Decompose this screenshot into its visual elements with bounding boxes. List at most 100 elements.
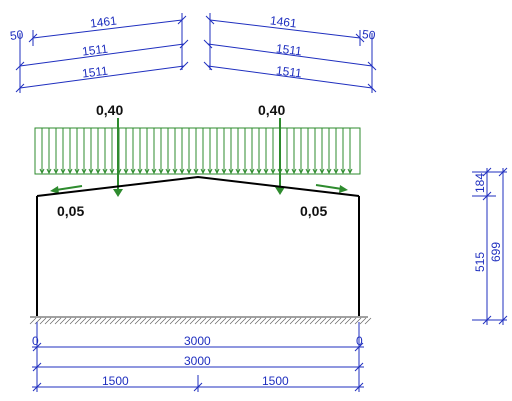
hatch-line	[29, 317, 37, 325]
load-arrows	[39, 128, 353, 175]
hatch-line	[134, 317, 142, 325]
hatch-line	[179, 317, 187, 325]
load-arrow-tip	[144, 168, 150, 175]
hatch-line	[364, 317, 372, 325]
load-arrow-tip	[284, 168, 290, 175]
hatch-line	[339, 317, 347, 325]
hatch-line	[64, 317, 72, 325]
hatch-line	[309, 317, 317, 325]
hatch-line	[49, 317, 57, 325]
hatch-line	[119, 317, 127, 325]
hatch-line	[259, 317, 267, 325]
hatch-line	[319, 317, 327, 325]
hatch-line	[214, 317, 222, 325]
load-arrow-tip	[347, 168, 353, 175]
load-arrow-tip	[263, 168, 269, 175]
load-arrow-tip	[186, 168, 192, 175]
hatch-line	[89, 317, 97, 325]
load-arrow-tip	[81, 168, 87, 175]
main-load-right-label: 0,40	[258, 102, 285, 118]
hatch-line	[204, 317, 212, 325]
load-arrow-tip	[298, 168, 304, 175]
load-arrow-tip	[67, 168, 73, 175]
secondary-load-arrow-right	[315, 184, 348, 193]
load-arrow-tip	[326, 168, 332, 175]
load-arrow-tip	[207, 168, 213, 175]
portal-frame	[36, 175, 360, 316]
hatch-line	[194, 317, 202, 325]
roof-right-mid-label: 1511	[275, 41, 303, 58]
hatch-line	[289, 317, 297, 325]
hatch-line	[334, 317, 342, 325]
roof-left-top-label: 1461	[89, 13, 118, 30]
hatch-line	[59, 317, 67, 325]
load-arrow-tip	[214, 168, 220, 175]
hatch-line	[324, 317, 332, 325]
secondary-load-left-label: 0,05	[57, 203, 84, 219]
load-arrow-tip	[235, 168, 241, 175]
load-arrow-tip	[60, 168, 66, 175]
hatch-line	[359, 317, 367, 325]
hatch-line	[174, 317, 182, 325]
hatch-line	[294, 317, 302, 325]
distributed-load	[34, 127, 361, 175]
load-arrow-tip	[137, 168, 143, 175]
hatch-line	[69, 317, 77, 325]
load-arrow-tip	[151, 168, 157, 175]
hatch-line	[219, 317, 227, 325]
hatch-line	[304, 317, 312, 325]
hatch-line	[249, 317, 257, 325]
load-arrow-tip	[228, 168, 234, 175]
height-total-label: 699	[489, 242, 503, 262]
load-arrow-tip	[123, 168, 129, 175]
roof-rafters	[36, 175, 360, 197]
hatch-line	[159, 317, 167, 325]
hatch-line	[234, 317, 242, 325]
height-dimensions	[472, 167, 508, 325]
hatch-line	[314, 317, 322, 325]
hatch-line	[39, 317, 47, 325]
hatch-line	[224, 317, 232, 325]
hatch-line	[79, 317, 87, 325]
hatch-line	[94, 317, 102, 325]
load-arrow-tip	[46, 168, 52, 175]
load-arrow-tip	[172, 168, 178, 175]
base-right-offset-label: 0	[356, 334, 363, 348]
load-arrow-tip	[158, 168, 164, 175]
roof-left-bottom-label: 1511	[81, 64, 109, 81]
hatch-line	[144, 317, 152, 325]
load-arrow-tip	[179, 168, 185, 175]
hatch-line	[154, 317, 162, 325]
hatch-line	[264, 317, 272, 325]
base-left-offset-label: 0	[32, 334, 39, 348]
hatch-line	[274, 317, 282, 325]
roof-dimensions-left	[15, 13, 189, 93]
load-arrow-tip	[249, 168, 255, 175]
load-arrow-tip	[53, 168, 59, 175]
hatch-line	[209, 317, 217, 325]
roof-left-offset-label: 50	[9, 27, 24, 43]
main-load-arrow-left	[113, 118, 123, 197]
load-arrow-tip	[291, 168, 297, 175]
hatch-line	[74, 317, 82, 325]
load-arrow-tip	[270, 168, 276, 175]
hatch-line	[44, 317, 52, 325]
load-arrow-tip	[130, 168, 136, 175]
base-dimensions	[32, 322, 364, 392]
load-arrow-tip	[193, 168, 199, 175]
secondary-load-right-label: 0,05	[300, 203, 327, 219]
hatch-line	[149, 317, 157, 325]
load-arrow-tip	[200, 168, 206, 175]
load-arrow-tip	[221, 168, 227, 175]
load-arrow-tip	[319, 168, 325, 175]
hatch-line	[344, 317, 352, 325]
hatch-line	[84, 317, 92, 325]
hatch-line	[244, 317, 252, 325]
load-arrow-tip	[305, 168, 311, 175]
roof-right-bottom-label: 1511	[275, 63, 303, 80]
hatch-line	[124, 317, 132, 325]
hatch-line	[354, 317, 362, 325]
load-arrow-tip	[312, 168, 318, 175]
hatch-line	[329, 317, 337, 325]
